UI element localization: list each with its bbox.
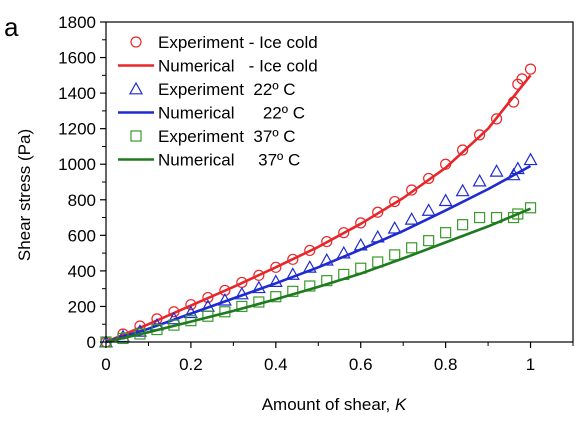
series-line <box>105 164 532 344</box>
data-point <box>523 152 538 166</box>
y-tick-label: 1400 <box>58 84 96 103</box>
legend-label: Numerical - Ice cold <box>158 57 318 76</box>
y-tick-label: 600 <box>68 226 96 245</box>
data-point <box>524 202 537 214</box>
series-layer <box>98 63 538 348</box>
data-point <box>321 235 333 248</box>
data-point <box>472 173 487 187</box>
data-point <box>355 217 367 229</box>
y-tick-label: 800 <box>68 191 96 210</box>
y-tick-label: 1000 <box>58 155 96 174</box>
x-tick-label: 0.6 <box>349 355 373 374</box>
data-point <box>285 267 300 280</box>
x-tick-label: 1 <box>526 355 535 374</box>
legend-entry: Numerical 37º C <box>118 151 300 170</box>
legend-label: Numerical 37º C <box>158 151 300 170</box>
legend-entry: Numerical 22º C <box>118 104 305 123</box>
legend-entry: Experiment 22º C <box>128 80 296 99</box>
data-point <box>438 193 453 207</box>
data-point <box>202 291 214 304</box>
series-line <box>105 74 532 344</box>
data-point <box>455 183 470 197</box>
data-point <box>304 280 316 292</box>
data-point <box>524 63 537 75</box>
x-tick-label: 0.2 <box>179 355 203 374</box>
x-axis-title-italic: K <box>395 395 407 414</box>
legend-marker-swatch <box>130 36 142 48</box>
legend-entry: Experiment - Ice cold <box>130 33 318 52</box>
y-axis-title: Shear stress (Pa) <box>15 129 34 261</box>
legend-marker-swatch <box>128 81 144 95</box>
data-point <box>406 242 418 254</box>
series-0 <box>100 63 537 348</box>
legend-label: Numerical 22º C <box>158 104 305 123</box>
legend-entry: Experiment 37º C <box>130 127 296 146</box>
data-point <box>270 261 282 273</box>
legend-marker-swatch <box>130 130 142 142</box>
y-tick-label: 1600 <box>58 49 96 68</box>
data-point <box>287 285 299 297</box>
series-1 <box>105 74 532 344</box>
series-5 <box>105 207 532 344</box>
axes: 0 0.2 0.4 0.6 0.8 1 0 200 400 600 800 1000 1200 1400 1… <box>58 13 574 374</box>
data-point <box>489 164 504 177</box>
data-point <box>321 275 333 287</box>
series-4 <box>100 202 537 348</box>
data-point <box>404 212 419 225</box>
data-point <box>302 260 317 273</box>
legend-label: Experiment 22º C <box>158 80 296 99</box>
y-tick-label: 200 <box>68 297 96 316</box>
data-point <box>512 208 524 220</box>
data-point <box>338 227 350 239</box>
y-tick-label: 1800 <box>58 13 96 32</box>
y-tick-label: 400 <box>68 262 96 281</box>
legend-entry: Numerical - Ice cold <box>118 57 318 76</box>
data-point <box>287 253 299 265</box>
x-tick-label: 0 <box>101 355 110 374</box>
data-point <box>304 244 316 257</box>
data-point <box>474 211 486 224</box>
x-tick-label: 0.8 <box>434 355 458 374</box>
data-point <box>387 220 402 234</box>
data-point <box>389 249 401 261</box>
x-tick-label: 0.4 <box>264 355 288 374</box>
data-point <box>457 144 469 156</box>
series-line <box>105 207 532 344</box>
data-point <box>423 235 435 247</box>
legend-label: Experiment - Ice cold <box>158 33 318 52</box>
x-axis-title: Amount of shear, K <box>262 395 407 414</box>
data-point <box>253 269 265 281</box>
data-point <box>421 203 436 216</box>
legend-label: Experiment 37º C <box>158 127 296 146</box>
data-point <box>490 113 503 125</box>
y-tick-label: 1200 <box>58 120 96 139</box>
data-point <box>457 219 469 231</box>
data-point <box>372 206 384 218</box>
y-tick-label: 0 <box>87 333 96 352</box>
legend: Experiment - Ice cold Numerical - Ice col… <box>118 33 318 170</box>
data-point <box>440 227 452 239</box>
data-point <box>474 129 486 141</box>
x-axis-title-main: Amount of shear, <box>262 395 395 414</box>
data-point <box>406 184 418 196</box>
data-point <box>423 172 435 185</box>
series-3 <box>105 164 532 344</box>
panel-label: a <box>4 12 19 42</box>
